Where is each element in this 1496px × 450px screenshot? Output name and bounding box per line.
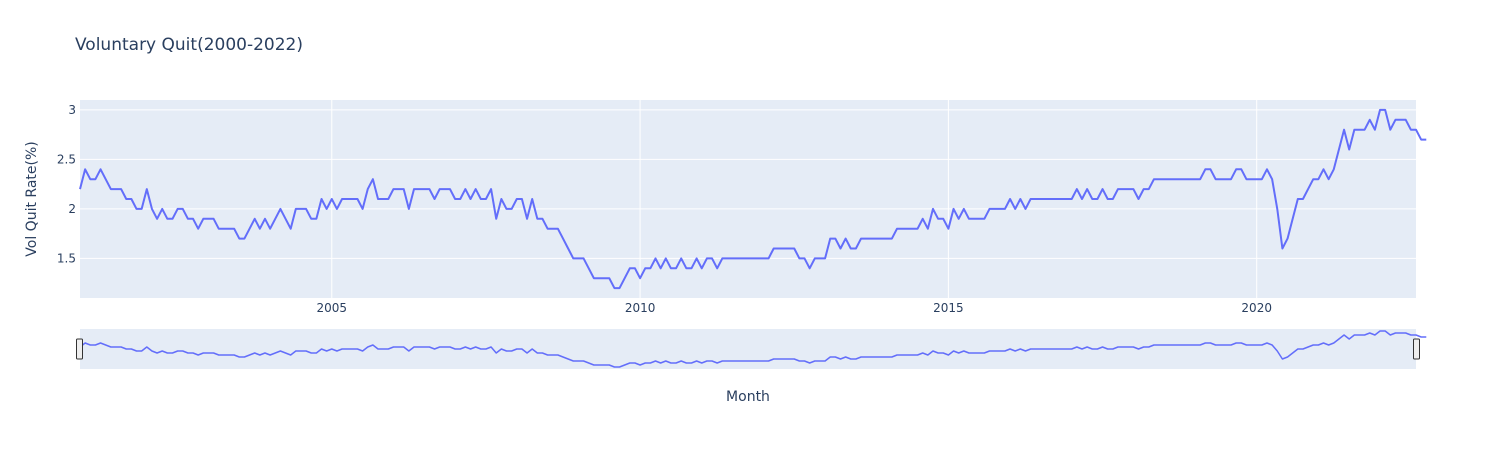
x-axis-title: Month — [726, 389, 770, 405]
y-axis-title: Vol Quit Rate(%) — [24, 141, 40, 256]
range-slider-series-line — [79, 330, 1427, 368]
chart-title: Voluntary Quit(2000-2022) — [75, 35, 303, 55]
y-tick-label: 2.5 — [57, 152, 76, 166]
range-slider-right-handle[interactable] — [1413, 338, 1420, 360]
range-slider-left-handle[interactable] — [76, 338, 83, 360]
y-tick-labels: 1.5 2 2.5 3 — [57, 103, 76, 265]
x-tick-label: 2005 — [317, 301, 348, 315]
series-line — [79, 108, 1427, 290]
range-slider-background — [80, 329, 1416, 369]
x-tick-label: 2020 — [1241, 301, 1272, 315]
y-tick-label: 2 — [68, 202, 76, 216]
x-tick-label: 2015 — [933, 301, 964, 315]
y-tick-label: 1.5 — [57, 251, 76, 265]
y-tick-label: 3 — [68, 103, 76, 117]
plot-area — [80, 100, 1416, 298]
x-tick-label: 2010 — [625, 301, 656, 315]
range-slider[interactable] — [76, 329, 1427, 369]
x-tick-labels: 2005 2010 2015 2020 — [317, 301, 1272, 315]
